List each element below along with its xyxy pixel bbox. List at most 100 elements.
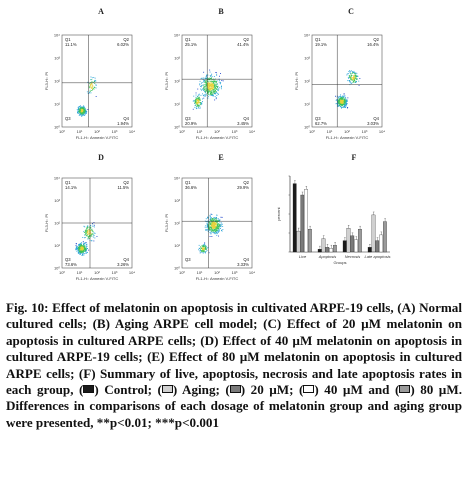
- scatter-dot: [342, 101, 344, 103]
- scatter-dot: [212, 95, 213, 96]
- scatter-dot: [194, 102, 195, 104]
- scatter-dot: [213, 222, 215, 224]
- scatter-dot: [209, 229, 211, 230]
- scatter-dot: [81, 108, 83, 109]
- scatter-dot: [83, 244, 85, 246]
- scatter-dot: [213, 84, 215, 86]
- scatter-dot: [213, 85, 214, 87]
- scatter-dot: [216, 92, 218, 94]
- y-tick-label: 10³: [54, 198, 60, 203]
- scatter-dot: [200, 82, 202, 84]
- scatter-dot: [81, 250, 82, 252]
- scatter-dot: [83, 225, 85, 227]
- scatter-dot: [354, 80, 355, 81]
- scatter-dot: [84, 108, 86, 110]
- scatter-dot: [83, 247, 85, 249]
- scatter-dot: [206, 221, 208, 223]
- scatter-dot: [216, 80, 218, 82]
- scatter-dot: [82, 109, 84, 111]
- scatter-dot: [204, 245, 206, 247]
- scatter-dot: [78, 245, 80, 246]
- scatter-dot: [339, 103, 341, 105]
- scatter-dot: [85, 233, 87, 235]
- scatter-dot: [340, 106, 342, 107]
- scatter-dot: [92, 85, 94, 87]
- scatter-dot: [84, 234, 85, 236]
- scatter-dot: [206, 224, 208, 225]
- scatter-dot: [340, 97, 342, 99]
- scatter-dot: [93, 86, 95, 88]
- scatter-dot: [210, 75, 212, 77]
- scatter-dot: [83, 250, 85, 251]
- scatter-dot: [211, 225, 213, 227]
- scatter-dot: [218, 227, 220, 228]
- scatter-dot: [78, 114, 80, 116]
- scatter-dot: [354, 81, 356, 83]
- scatter-dot: [195, 104, 197, 106]
- scatter-dot: [95, 87, 97, 89]
- scatter-dot: [214, 89, 215, 91]
- scatter-dot: [78, 109, 79, 110]
- scatter-dot: [79, 247, 81, 249]
- legend-swatch-20: [229, 385, 241, 394]
- scatter-dot: [340, 99, 342, 101]
- scatter-dot: [81, 245, 83, 247]
- scatter-dot: [203, 71, 205, 73]
- scatter-dot: [346, 99, 348, 101]
- scatter-dot: [216, 85, 218, 87]
- scatter-dot: [210, 74, 212, 76]
- scatter-dot: [79, 106, 81, 107]
- quadrant-value-q2: 11.5%: [117, 185, 129, 190]
- scatter-dot: [83, 247, 85, 249]
- scatter-dot: [82, 250, 84, 252]
- scatter-dot: [355, 75, 357, 77]
- scatter-dot: [204, 87, 206, 89]
- scatter-dot: [207, 84, 209, 86]
- scatter-dot: [358, 80, 360, 82]
- scatter-dot: [209, 69, 211, 71]
- scatter-dot: [203, 85, 205, 87]
- scatter-dot: [339, 102, 341, 104]
- scatter-dot: [92, 89, 93, 91]
- scatter-dot: [343, 93, 345, 95]
- scatter-dot: [83, 252, 84, 254]
- scatter-dot: [81, 109, 83, 111]
- scatter-dot: [342, 95, 344, 97]
- scatter-dot: [344, 103, 346, 105]
- quadrant-label-q2: Q2: [243, 37, 249, 42]
- scatter-dot: [83, 110, 85, 111]
- scatter-dot: [221, 222, 222, 224]
- quadrant-label-q2: Q2: [373, 37, 379, 42]
- scatter-dot: [192, 108, 194, 110]
- scatter-dot: [204, 244, 206, 246]
- scatter-dot: [212, 81, 214, 83]
- f-x-axis-label: Groups: [333, 260, 346, 265]
- scatter-dot: [88, 235, 90, 237]
- scatter-dot: [208, 85, 210, 87]
- scatter-dot: [202, 244, 204, 246]
- scatter-dot: [209, 219, 211, 221]
- scatter-dot: [354, 75, 356, 76]
- scatter-dot: [208, 229, 210, 231]
- scatter-dot: [205, 249, 207, 251]
- scatter-dot: [221, 85, 222, 87]
- scatter-dot: [215, 223, 217, 225]
- scatter-dot: [205, 75, 207, 77]
- scatter-dot: [207, 92, 209, 93]
- scatter-dot: [204, 89, 205, 91]
- scatter-dot: [87, 225, 89, 227]
- scatter-dot: [337, 98, 339, 100]
- scatter-dot: [351, 79, 353, 81]
- scatter-dot: [82, 110, 84, 112]
- scatter-dot: [208, 87, 210, 89]
- y-tick-label: 10⁴: [54, 33, 60, 38]
- quadrant-value-q1: 11.1%: [65, 42, 77, 47]
- scatter-dot: [87, 231, 89, 232]
- scatter-dot: [200, 102, 202, 104]
- scatter-dot: [217, 224, 219, 226]
- scatter-dot: [221, 216, 223, 218]
- quadrant-value-q1: 36.6%: [185, 185, 197, 190]
- scatter-dot: [205, 251, 206, 253]
- scatter-dot: [200, 250, 202, 251]
- scatter-dot: [211, 226, 213, 228]
